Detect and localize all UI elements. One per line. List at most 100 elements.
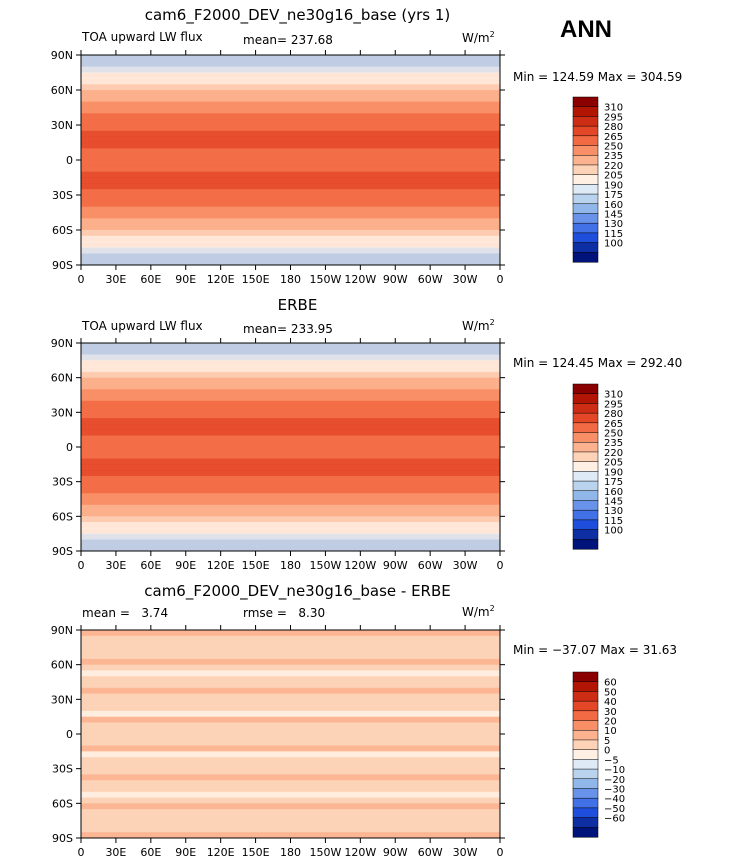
field-band: [81, 130, 500, 138]
field-band: [81, 739, 500, 747]
field-band: [81, 452, 500, 460]
x-tick-label: 60E: [140, 273, 161, 286]
field-band: [81, 481, 500, 488]
colorbar-swatch: [572, 441, 599, 453]
colorbar-swatch: [572, 778, 599, 790]
y-tick-label: 60N: [51, 372, 73, 385]
colorbar-label: −60: [604, 814, 625, 825]
panel3-mean: mean = 3.74: [82, 606, 168, 620]
panel3-rmse-value: 8.30: [298, 606, 326, 620]
y-tick-label: 60S: [52, 224, 73, 237]
field-band: [81, 768, 500, 775]
colorbar-swatch: [572, 817, 599, 828]
x-tick-label: 60W: [418, 273, 443, 286]
field-band: [81, 343, 500, 350]
colorbar-swatch: [572, 451, 599, 463]
panel2-title: ERBE: [277, 296, 318, 314]
colorbar-swatch: [572, 788, 599, 799]
field-band: [81, 241, 500, 248]
colorbar-swatch: [572, 96, 599, 108]
colorbar-swatch: [572, 393, 599, 404]
y-tick-label: 0: [66, 441, 73, 454]
field-band: [81, 447, 500, 454]
field-band: [81, 230, 500, 237]
colorbar-label: 100: [604, 526, 623, 537]
map-frame: [80, 342, 501, 552]
panel3-units-text: W/m: [462, 605, 490, 619]
colorbar-swatch: [572, 125, 599, 137]
colorbar-label: 280: [604, 409, 623, 420]
x-tick-label: 0: [78, 273, 85, 286]
x-tick-label: 0: [497, 273, 504, 286]
field-band: [81, 107, 500, 114]
colorbar-label: 250: [604, 142, 623, 153]
x-tick-label: 150E: [242, 559, 270, 572]
field-band: [81, 383, 500, 390]
field-band: [81, 154, 500, 161]
colorbar-swatch: [572, 145, 599, 156]
field-band: [81, 687, 500, 695]
field-band: [81, 253, 500, 260]
field-band: [81, 832, 500, 839]
x-tick-label: 30E: [105, 273, 126, 286]
colorbar-label: 220: [604, 161, 623, 172]
map-background: [81, 55, 500, 265]
panel3-units-exp: 2: [489, 604, 495, 613]
field-band: [81, 160, 500, 167]
field-band: [81, 705, 500, 712]
field-band: [81, 814, 500, 822]
field-band: [81, 809, 500, 816]
colorbar-label: −20: [604, 775, 625, 786]
field-band: [81, 803, 500, 810]
field-band: [81, 429, 500, 436]
colorbar-label: 310: [604, 390, 623, 401]
y-tick-label: 90N: [51, 624, 73, 637]
field-band: [81, 693, 500, 700]
panel2-units-text: W/m: [462, 319, 490, 333]
field-band: [81, 539, 500, 546]
y-tick-label: 30S: [52, 189, 73, 202]
colorbar-swatch: [572, 174, 599, 185]
panel2-mean: mean= 233.95: [243, 322, 333, 336]
field-band: [81, 728, 500, 735]
colorbar-label: 130: [604, 506, 623, 517]
field-band: [81, 470, 500, 477]
colorbar-swatch: [572, 529, 599, 540]
field-band: [81, 791, 500, 799]
field-band: [81, 751, 500, 758]
colorbar-label: 310: [604, 103, 623, 114]
x-tick-label: 90E: [175, 559, 196, 572]
field-band: [81, 142, 500, 149]
field-band: [81, 259, 500, 266]
colorbar-label: 235: [604, 438, 623, 449]
panel2-mean-label: mean=: [243, 322, 288, 336]
field-band: [81, 183, 500, 190]
colorbar-label: 30: [604, 707, 617, 718]
field-band: [81, 354, 500, 361]
colorbar-label: −30: [604, 784, 625, 795]
field-band: [81, 664, 500, 671]
panel1-mean-value: 237.68: [290, 33, 333, 47]
x-tick-label: 90E: [175, 273, 196, 286]
panel2-units: W/m2: [462, 318, 495, 333]
field-band: [81, 377, 500, 384]
field-band: [81, 212, 500, 219]
colorbar-swatch: [572, 403, 599, 414]
colorbar-swatch: [572, 422, 599, 434]
x-tick-label: 120E: [207, 559, 235, 572]
x-tick-label: 60W: [418, 846, 443, 859]
x-tick-label: 180: [280, 273, 301, 286]
field-band: [81, 406, 500, 413]
field-band: [81, 348, 500, 356]
field-band: [81, 699, 500, 706]
x-tick-label: 0: [78, 846, 85, 859]
field-band: [81, 66, 500, 73]
colorbar-label: 205: [604, 458, 623, 469]
field-band: [81, 458, 500, 465]
colorbar-swatch: [572, 193, 599, 205]
colorbar-label: 130: [604, 219, 623, 230]
y-tick-label: 90N: [51, 337, 73, 350]
colorbar-label: 265: [604, 419, 623, 430]
field-band: [81, 206, 500, 213]
field-band: [81, 722, 500, 729]
